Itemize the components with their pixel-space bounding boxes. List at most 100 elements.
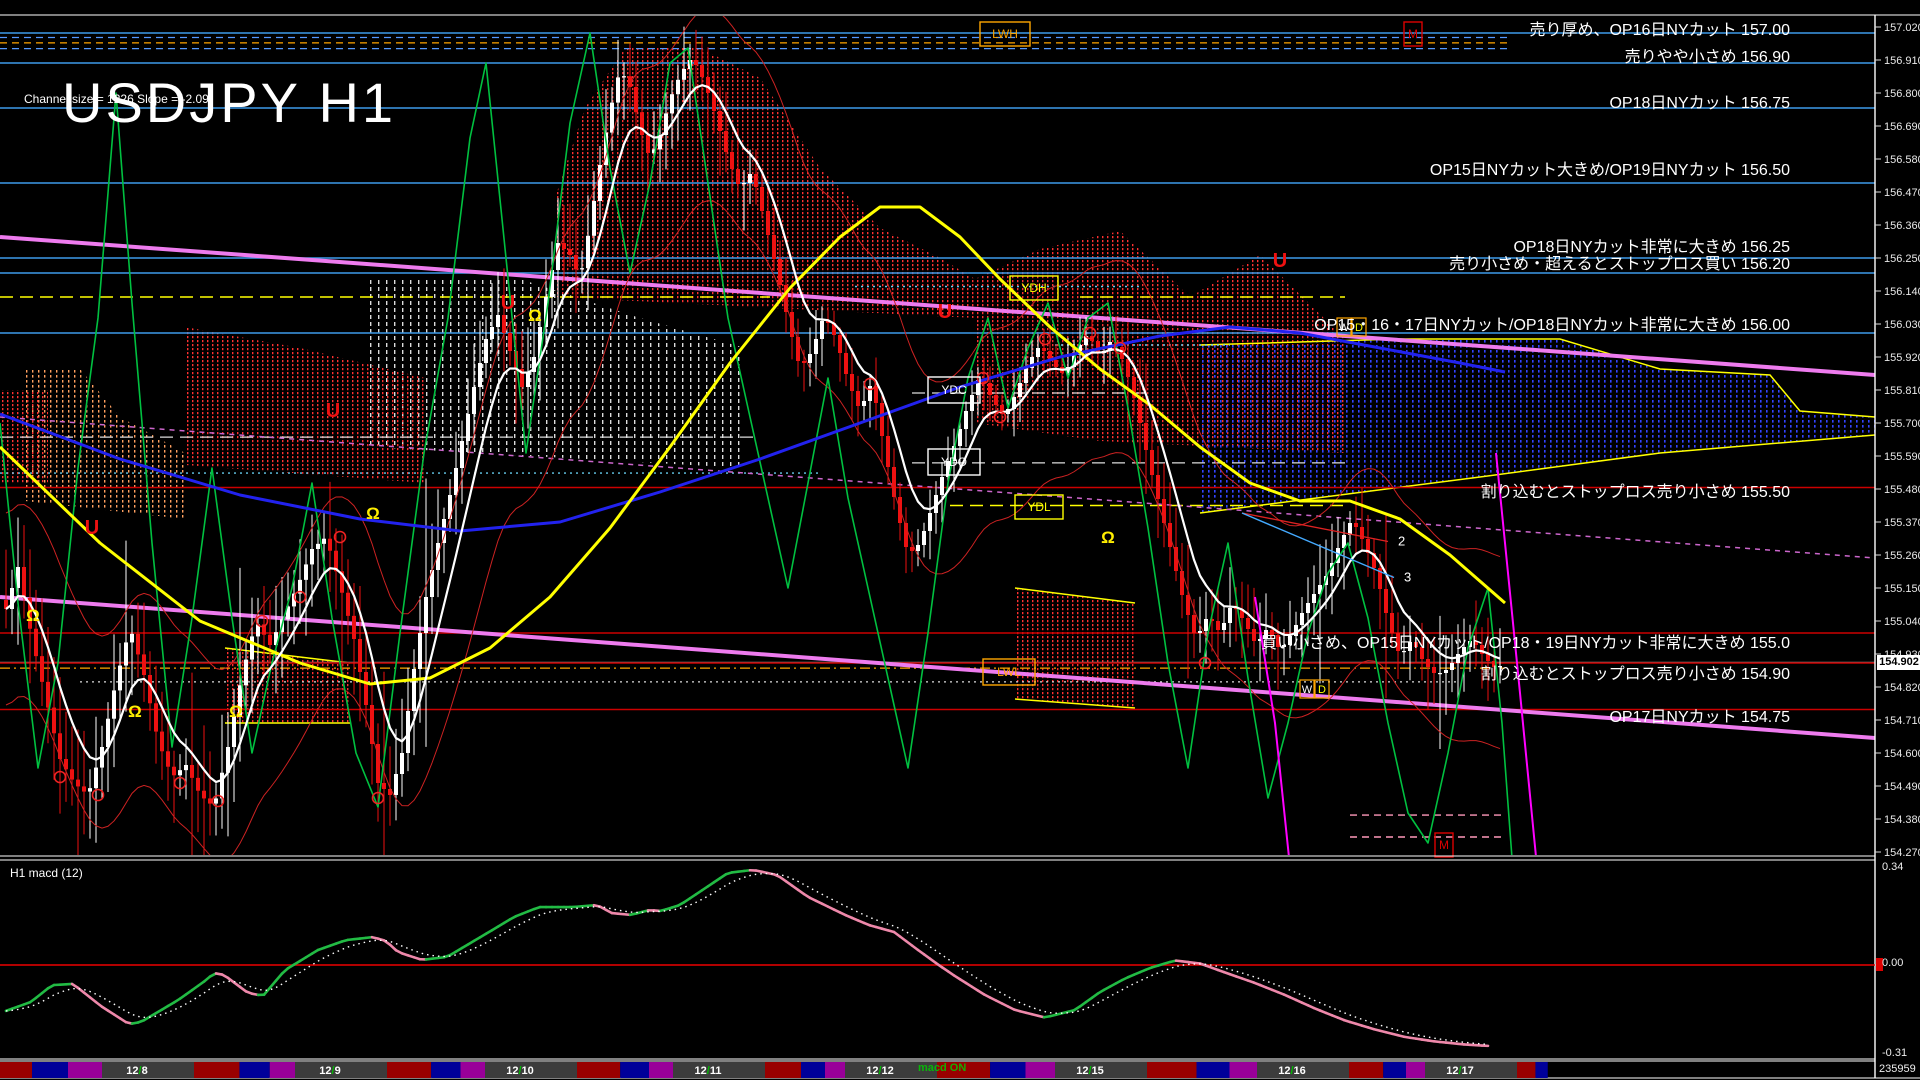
magenta-band-segment — [1254, 596, 1290, 855]
price-tick-label: 155.150 — [1884, 583, 1920, 595]
channel-upper-line — [0, 235, 1875, 377]
option-level-annotation: OP18日NYカット非常に大きめ 156.25 — [1513, 238, 1790, 256]
signal-ring-marker — [333, 530, 347, 544]
wd-marker-text: D — [1318, 684, 1326, 696]
red-u-marker: U — [1273, 250, 1287, 272]
yellow-omega-marker: Ω — [26, 606, 40, 625]
price-tick-label: 156.800 — [1884, 88, 1920, 100]
price-tick-label: 154.380 — [1884, 814, 1920, 826]
chart-label-text: YDL — [1027, 500, 1051, 514]
current-price-badge: 154.902 — [1877, 655, 1920, 670]
red-band — [5, 16, 1501, 671]
time-axis-date: 12/16 — [1278, 1065, 1306, 1077]
chart-label-text: LWL — [997, 665, 1021, 679]
price-tick-label: 154.600 — [1884, 748, 1920, 760]
macd-line-segment — [388, 943, 398, 952]
white-fast-ma — [5, 84, 1501, 784]
blue-slow-ma — [0, 325, 1506, 533]
chart-label-text: M — [1439, 838, 1449, 852]
projection-line — [1241, 512, 1395, 579]
signal-ring-marker — [863, 377, 877, 391]
price-tick-label: 156.140 — [1884, 286, 1920, 298]
option-level-annotation: OP15日NYカット大きめ/OP19日NYカット 156.50 — [1430, 161, 1790, 179]
price-tick-label: 155.920 — [1884, 352, 1920, 364]
ichimoku-cloud — [25, 369, 185, 519]
chart-label-box-m[interactable] — [1434, 832, 1454, 858]
option-level-annotation: 売り小さめ・超えるとストップロス買い 156.20 — [1449, 255, 1790, 273]
time-axis-date: 12/10 — [506, 1065, 534, 1077]
green-indicator-line — [0, 32, 1513, 855]
chart-label-box-ydh[interactable] — [1009, 275, 1059, 301]
option-level-annotation: 割り込むとストップロス売り小さめ 155.50 — [1481, 483, 1790, 501]
price-tick-label: 156.250 — [1884, 253, 1920, 265]
red-u-marker: U — [501, 292, 515, 314]
signal-ring-marker — [293, 590, 307, 604]
wd-marker-box[interactable] — [1351, 317, 1367, 337]
magenta-band-segment — [1495, 452, 1537, 855]
macd-pane — [0, 868, 1875, 1048]
price-tick-label: 154.270 — [1884, 847, 1920, 859]
signal-ring-marker — [976, 371, 990, 385]
time-axis-date: 12/15 — [1076, 1065, 1104, 1077]
chart-label-box-ydo[interactable] — [927, 448, 981, 476]
projection-label: 2 — [1398, 534, 1405, 549]
price-tick-label: 155.040 — [1884, 616, 1920, 628]
macd-axis-top: 0.34 — [1882, 861, 1904, 873]
option-level-annotation: OP17日NYカット 154.75 — [1609, 709, 1790, 726]
price-tick-label: 154.490 — [1884, 781, 1920, 793]
wd-marker-box[interactable] — [1314, 679, 1330, 699]
red-band — [5, 200, 1501, 855]
wd-marker-box[interactable] — [1299, 679, 1315, 699]
chart-label-box-ydc[interactable] — [927, 376, 981, 404]
signal-ring-marker — [1083, 326, 1097, 340]
chart-label-box-lwh[interactable] — [979, 21, 1031, 47]
red-u-marker: U — [326, 400, 340, 422]
macd-zero-marker — [1876, 958, 1883, 971]
time-axis-date: 12/8 — [126, 1065, 147, 1077]
wd-marker-text: D — [1355, 322, 1363, 334]
price-tick-label: 155.700 — [1884, 418, 1920, 430]
price-tick-label: 155.590 — [1884, 451, 1920, 463]
signal-ring-marker — [91, 788, 105, 802]
option-level-annotation: 売り厚め、OP16日NYカット 157.00 — [1529, 21, 1790, 39]
chart-label-box-ydl[interactable] — [1014, 494, 1064, 520]
channel-info: Channel size = 1226 Slope = -2.09 — [24, 92, 209, 106]
signal-ring-marker — [1113, 341, 1127, 355]
chart-label-box-m[interactable] — [1403, 21, 1423, 47]
macd-axis-bottom: -0.31 — [1882, 1047, 1908, 1059]
wd-marker-box[interactable] — [1336, 317, 1352, 337]
signal-ring-marker — [993, 410, 1007, 424]
option-level-annotation: 売りやや小さめ 156.90 — [1625, 48, 1790, 66]
macd-line-segment — [274, 972, 284, 982]
macd-on-badge: macd ON — [918, 1062, 967, 1074]
chart-label-box-lwl[interactable] — [982, 658, 1036, 686]
red-u-marker: U — [938, 301, 952, 323]
option-level-annotation: OP15・16・17日NYカット/OP18日NYカット非常に大きめ 156.00 — [1314, 316, 1790, 334]
projection-label: 3 — [1404, 570, 1411, 585]
time-axis-date: 12/12 — [866, 1065, 894, 1077]
macd-indicator-label: H1 macd (12) — [10, 866, 83, 880]
signal-ring-marker — [1038, 332, 1052, 346]
axis-end-time: 235959 — [1879, 1063, 1916, 1075]
macd-axis-zero: 0.00 — [1882, 957, 1904, 969]
price-tick-label: 156.910 — [1884, 55, 1920, 67]
ichimoku-cloud — [370, 279, 745, 468]
signal-ring-marker — [173, 776, 187, 790]
chart-label-text: YDH — [1021, 281, 1046, 295]
yellow-omega-marker: Ω — [528, 306, 542, 325]
yellow-omega-marker: Ω — [366, 504, 380, 523]
wd-marker-text: W — [1302, 684, 1313, 696]
session-strip — [0, 1062, 1548, 1078]
price-tick-label: 155.810 — [1884, 385, 1920, 397]
chart-label-text: YDO — [941, 455, 967, 469]
time-axis-date: 12/9 — [319, 1065, 340, 1077]
yellow-omega-marker: Ω — [229, 702, 243, 721]
chart-label-text: YDC — [941, 383, 967, 397]
projection-line — [1241, 512, 1389, 543]
price-tick-label: 155.370 — [1884, 517, 1920, 529]
macd-line-segment — [202, 975, 212, 983]
signal-ring-marker — [371, 791, 385, 805]
